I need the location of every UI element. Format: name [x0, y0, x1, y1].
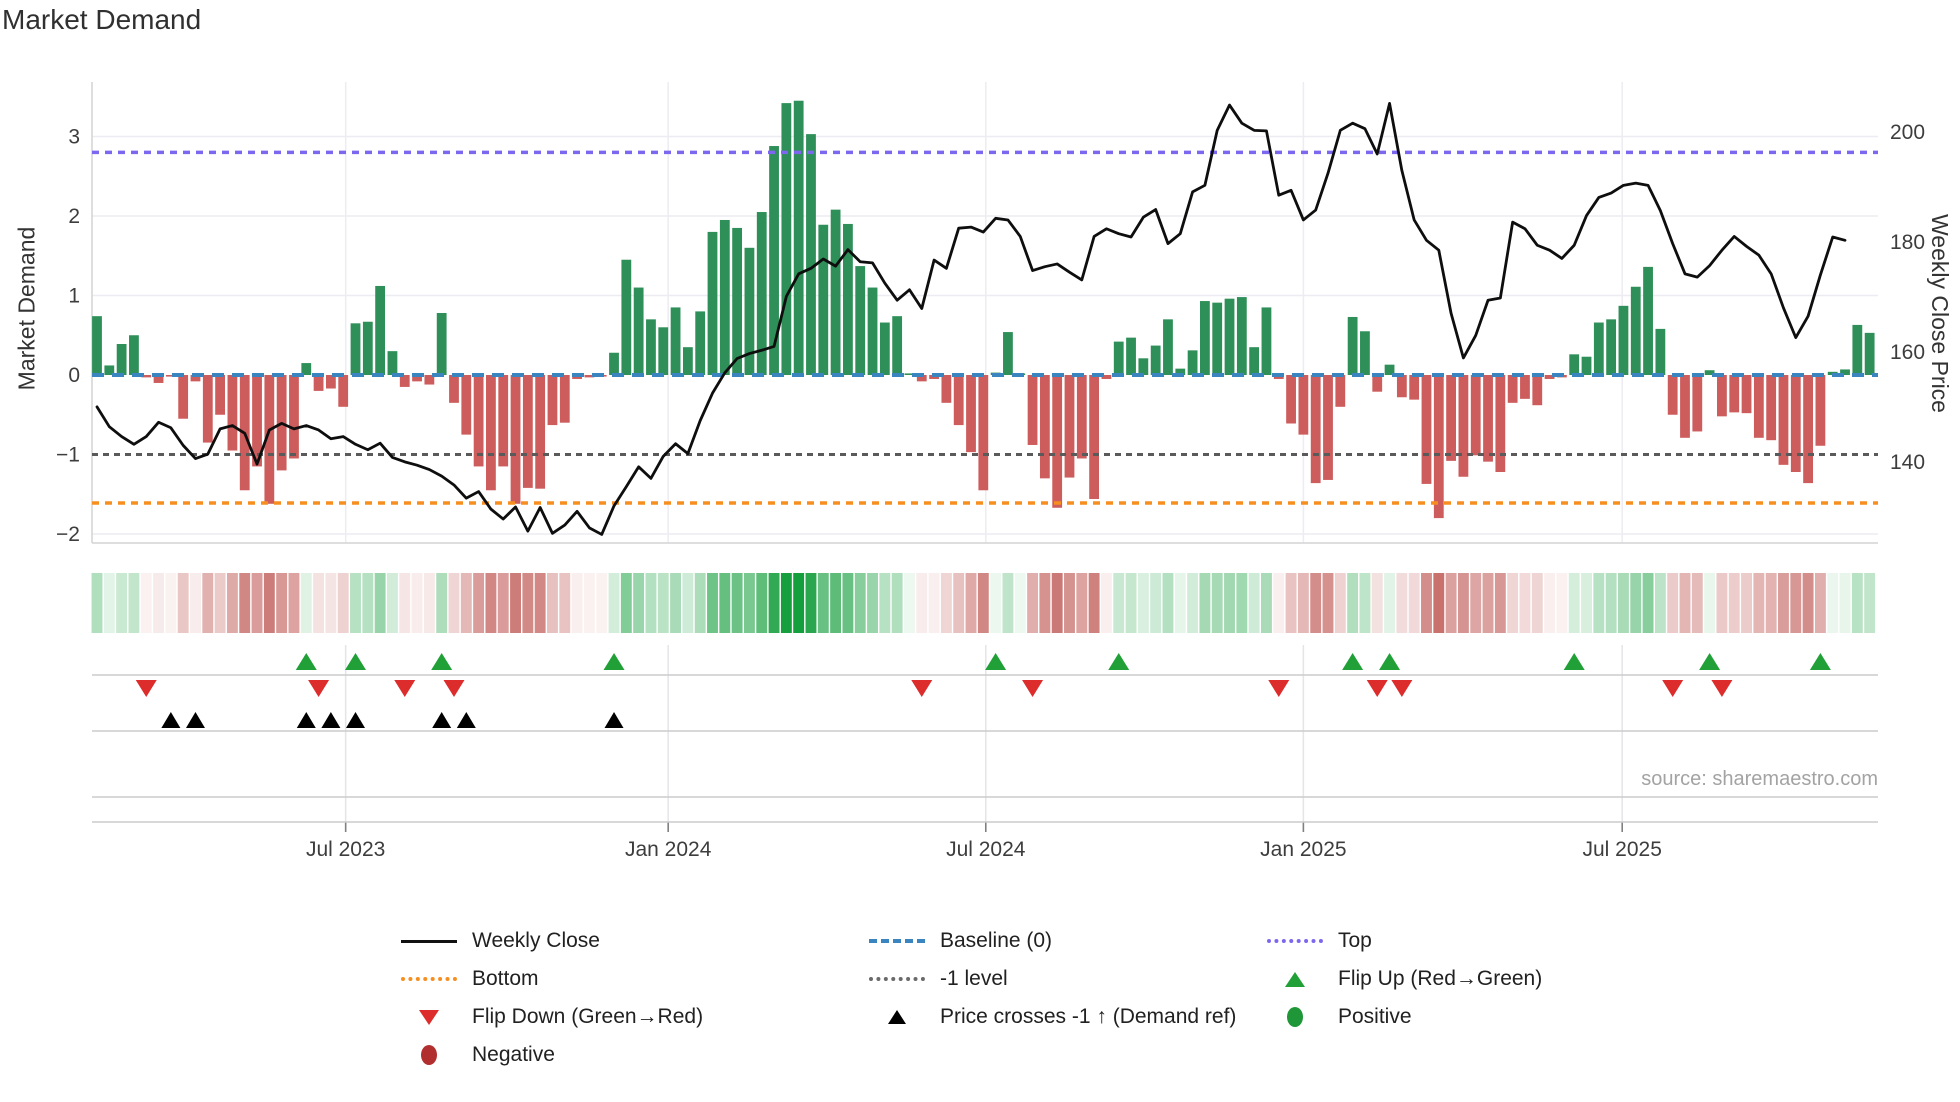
- svg-text:160: 160: [1890, 341, 1925, 364]
- minus1-dotted-icon: [866, 977, 928, 981]
- legend-item-baseline: Baseline (0): [866, 922, 1236, 960]
- legend-label: Flip Down (Green→Red): [472, 1005, 704, 1028]
- legend-label: Weekly Close: [472, 929, 600, 952]
- legend-item-minus1-level: -1 level: [866, 960, 1236, 998]
- svg-text:180: 180: [1890, 231, 1925, 254]
- legend-label: Bottom: [472, 967, 539, 990]
- svg-text:Jan 2024: Jan 2024: [625, 838, 712, 861]
- svg-text:0: 0: [68, 364, 80, 387]
- svg-text:Jul 2024: Jul 2024: [946, 838, 1026, 861]
- page-title: Market Demand: [2, 4, 202, 35]
- weekly-close-line-icon: [398, 939, 460, 943]
- baseline-dash-icon: [866, 939, 928, 943]
- legend-label: Positive: [1338, 1005, 1412, 1028]
- svg-text:−2: −2: [56, 523, 80, 546]
- svg-text:200: 200: [1890, 121, 1925, 144]
- legend-item-bottom: Bottom: [398, 960, 703, 998]
- legend-label: Flip Up (Red→Green): [1338, 967, 1543, 990]
- svg-text:−1: −1: [56, 444, 80, 467]
- price-cross-triangle-icon: [866, 1010, 928, 1024]
- svg-text:3: 3: [68, 126, 80, 149]
- source-credit: source: sharemaestro.com: [1641, 768, 1878, 790]
- svg-text:Jan 2025: Jan 2025: [1260, 838, 1346, 861]
- legend-item-flip-up: Flip Up (Red→Green): [1264, 960, 1542, 998]
- legend-label: Negative: [472, 1043, 555, 1066]
- positive-circle-icon: [1264, 1007, 1326, 1027]
- legend-item-price-cross: Price crosses -1 ↑ (Demand ref): [866, 998, 1236, 1036]
- legend-item-top: Top: [1264, 922, 1542, 960]
- legend-label: Price crosses -1 ↑ (Demand ref): [940, 1005, 1237, 1028]
- top-dotted-icon: [1264, 939, 1326, 943]
- legend-column-2: Baseline (0) -1 level Price crosses -1 ↑…: [866, 922, 1236, 1036]
- flip-down-triangle-icon: [398, 1009, 460, 1025]
- legend-item-weekly-close: Weekly Close: [398, 922, 703, 960]
- legend-label: Baseline (0): [940, 929, 1053, 952]
- svg-text:Jul 2025: Jul 2025: [1583, 838, 1662, 861]
- legend-label: Top: [1338, 929, 1372, 952]
- svg-text:1: 1: [68, 285, 80, 308]
- legend-item-negative: Negative: [398, 1036, 703, 1074]
- legend-item-flip-down: Flip Down (Green→Red): [398, 998, 703, 1036]
- flip-up-triangle-icon: [1264, 971, 1326, 987]
- legend-column-3: Top Flip Up (Red→Green) Positive: [1264, 922, 1542, 1036]
- svg-text:140: 140: [1890, 451, 1925, 474]
- legend-label: -1 level: [940, 967, 1008, 990]
- negative-circle-icon: [398, 1045, 460, 1065]
- svg-text:Jul 2023: Jul 2023: [306, 838, 385, 861]
- svg-text:2: 2: [68, 205, 80, 228]
- bottom-dotted-icon: [398, 977, 460, 981]
- legend-column-1: Weekly Close Bottom Flip Down (Green→Red…: [398, 922, 703, 1074]
- legend-item-positive: Positive: [1264, 998, 1542, 1036]
